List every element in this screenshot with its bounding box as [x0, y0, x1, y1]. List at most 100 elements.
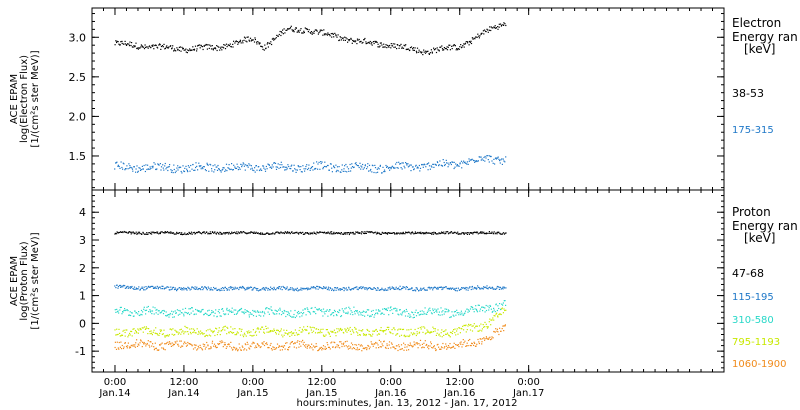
proton-point: [438, 232, 440, 234]
proton-point: [466, 342, 468, 344]
proton-point: [398, 287, 400, 289]
proton-legend-310-580: 310-580: [732, 315, 774, 326]
proton-series-47-68: [114, 230, 507, 236]
proton-point: [252, 335, 254, 337]
electron-point: [390, 43, 392, 45]
electron-point: [384, 170, 386, 173]
proton-point: [181, 232, 183, 234]
proton-point: [385, 309, 387, 311]
electron-point: [393, 167, 395, 169]
proton-point: [302, 330, 304, 332]
electron-point: [453, 44, 456, 46]
electron-point: [206, 162, 208, 164]
proton-point: [364, 315, 366, 317]
proton-point: [326, 288, 328, 291]
proton-point: [491, 319, 493, 321]
proton-point: [352, 231, 354, 233]
proton-point: [270, 342, 272, 345]
proton-point: [249, 286, 252, 288]
proton-point: [180, 333, 182, 335]
proton-point: [166, 342, 168, 344]
electron-point: [121, 42, 123, 44]
proton-point: [422, 346, 424, 348]
proton-point: [417, 327, 419, 329]
proton-point: [146, 232, 148, 234]
proton-point: [228, 289, 230, 291]
proton-point: [374, 288, 376, 290]
proton-point: [407, 315, 409, 317]
proton-point: [453, 315, 455, 317]
proton-point: [314, 346, 316, 349]
electron-point: [292, 30, 294, 32]
proton-point: [456, 344, 459, 346]
proton-point: [327, 344, 329, 346]
electron-point: [186, 170, 188, 172]
electron-point: [358, 38, 360, 41]
proton-point: [269, 308, 271, 310]
proton-point: [505, 232, 507, 234]
electron-point: [257, 41, 259, 43]
proton-point: [394, 233, 396, 235]
proton-point: [328, 346, 330, 348]
proton-point: [158, 310, 160, 312]
electron-point: [488, 29, 490, 31]
electron-point: [365, 41, 367, 43]
electron-point: [374, 167, 377, 169]
proton-point: [440, 286, 442, 288]
proton-point: [346, 340, 348, 342]
proton-point: [142, 331, 144, 333]
proton-point: [406, 346, 408, 348]
electron-point: [160, 48, 162, 50]
proton-point: [135, 287, 137, 289]
proton-point: [424, 340, 426, 342]
electron-point: [290, 165, 292, 167]
proton-point: [401, 287, 403, 290]
proton-point: [253, 232, 255, 234]
proton-point: [223, 232, 225, 234]
proton-point: [157, 313, 159, 315]
proton-point: [268, 308, 270, 310]
electron-point: [438, 165, 440, 167]
proton-point: [445, 231, 447, 233]
proton-point: [244, 232, 247, 234]
electron-point: [469, 41, 471, 44]
electron-point: [413, 49, 415, 51]
proton-point: [164, 343, 166, 345]
proton-legend-47-68: 47-68: [732, 267, 764, 280]
proton-point: [226, 326, 228, 328]
proton-point: [211, 231, 214, 233]
proton-point: [315, 343, 317, 345]
proton-point: [339, 341, 341, 343]
proton-point: [153, 313, 155, 315]
proton-point: [418, 331, 421, 333]
electron-point: [133, 166, 135, 168]
electron-point: [379, 165, 381, 167]
electron-point: [245, 40, 247, 42]
electron-point: [204, 44, 206, 46]
proton-point: [218, 312, 221, 314]
electron-point: [328, 169, 330, 171]
electron-point: [310, 167, 312, 170]
proton-point: [377, 344, 379, 346]
proton-point: [159, 312, 161, 314]
proton-point: [408, 349, 410, 351]
proton-point: [287, 232, 289, 234]
proton-point: [256, 346, 258, 348]
proton-point: [423, 342, 425, 344]
proton-point: [345, 312, 348, 314]
proton-point: [413, 233, 415, 235]
proton-point: [386, 233, 389, 235]
proton-point: [277, 287, 279, 289]
electron-point: [339, 36, 341, 38]
electron-point: [164, 165, 166, 167]
proton-point: [362, 314, 364, 316]
proton-point: [473, 341, 475, 343]
electron-point: [126, 44, 128, 46]
proton-point: [197, 310, 199, 312]
proton-point: [444, 233, 446, 235]
electron-point: [474, 38, 476, 40]
electron-point: [464, 161, 466, 163]
proton-point: [415, 334, 417, 337]
proton-ytick-label: 0: [79, 317, 86, 330]
electron-point: [378, 168, 380, 170]
